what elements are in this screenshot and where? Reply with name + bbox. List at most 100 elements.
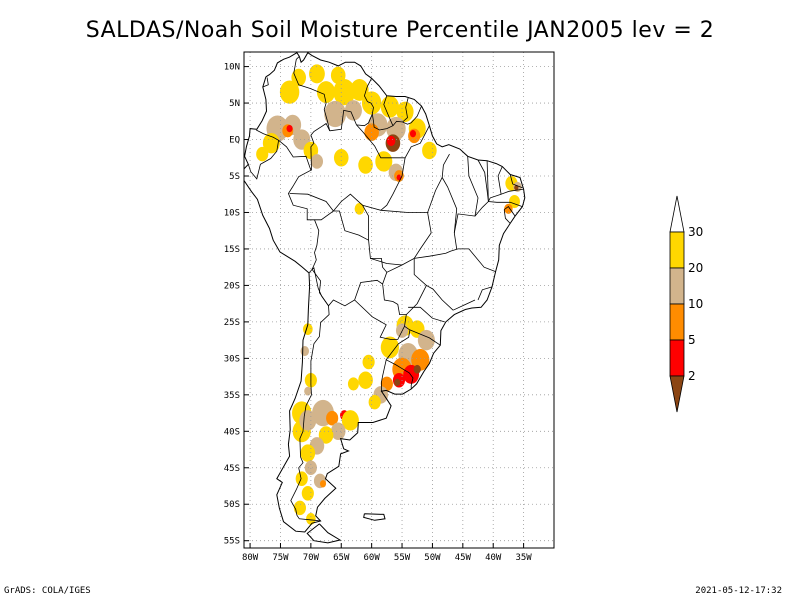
- percentile-patch: [319, 480, 327, 488]
- y-tick-label: 40S: [224, 427, 240, 437]
- percentile-patch: [350, 78, 369, 101]
- border-line: [247, 129, 280, 180]
- percentile-patch: [396, 101, 414, 123]
- border-line: [278, 139, 320, 274]
- y-tick-label: 5N: [229, 99, 240, 109]
- percentile-patch: [358, 371, 373, 389]
- border-line: [509, 174, 523, 189]
- border-line: [289, 193, 334, 212]
- legend-label: 2: [688, 369, 696, 383]
- border-line: [486, 160, 489, 202]
- x-tick-label: 45W: [455, 553, 472, 563]
- legend-swatch: [669, 267, 685, 305]
- lat-lon-grid: [244, 52, 554, 548]
- percentile-patch: [361, 91, 382, 115]
- x-tick-label: 70W: [303, 553, 320, 563]
- x-tick-label: 35W: [515, 553, 532, 563]
- color-legend: 30 20 10 5 2: [669, 195, 703, 413]
- x-tick-label: 65W: [333, 553, 350, 563]
- percentile-patch: [504, 203, 513, 214]
- percentile-patch: [368, 394, 381, 410]
- x-tick-label: 80W: [242, 553, 259, 563]
- border-line: [453, 156, 479, 249]
- x-tick-label: 55W: [394, 553, 411, 563]
- x-tick-label: 50W: [424, 553, 441, 563]
- y-tick-label: 25S: [224, 318, 240, 328]
- border-line: [293, 56, 331, 131]
- percentile-patch: [341, 410, 359, 431]
- falkland-islands: [363, 513, 386, 521]
- percentile-patch: [300, 345, 310, 357]
- percentile-patch: [279, 80, 300, 104]
- percentile-patch: [396, 174, 402, 181]
- border-line: [477, 286, 493, 301]
- border-line: [385, 325, 414, 389]
- y-tick-label: 5S: [229, 172, 240, 182]
- border-line: [371, 95, 394, 131]
- y-tick-label: 10N: [224, 63, 240, 73]
- legend-swatch: [669, 303, 685, 341]
- legend-label: 10: [688, 297, 703, 311]
- footer-credit: GrADS: COLA/IGES: [4, 586, 91, 596]
- legend-label: 20: [688, 261, 703, 275]
- percentile-patch: [394, 378, 401, 387]
- tierra-del-fuego: [306, 523, 342, 544]
- percentile-patch: [293, 500, 306, 516]
- y-tick-label: 45S: [224, 464, 240, 474]
- percentile-patch: [422, 141, 437, 160]
- percentile-patch: [358, 156, 373, 174]
- border-line: [413, 258, 427, 286]
- legend-above-arrow: [669, 195, 685, 233]
- percentile-patch: [333, 78, 356, 106]
- percentile-patch: [413, 364, 421, 374]
- border-line: [406, 284, 454, 315]
- percentile-patch: [386, 116, 406, 141]
- border-line: [392, 97, 409, 126]
- percentile-patch: [375, 151, 393, 172]
- border-line: [333, 193, 363, 212]
- y-tick-label: EQ: [229, 136, 240, 146]
- border-line: [402, 105, 422, 125]
- border-line: [427, 176, 458, 233]
- percentile-patch: [301, 486, 314, 501]
- percentile-patch: [411, 348, 430, 371]
- percentile-patch: [409, 130, 417, 138]
- border-line: [452, 299, 476, 311]
- country-outlines: [244, 52, 526, 544]
- border-line: [503, 206, 516, 217]
- legend-label: 5: [688, 333, 696, 347]
- y-tick-label: 20S: [224, 281, 240, 291]
- coastline: [244, 52, 526, 533]
- percentile-patch: [318, 426, 334, 444]
- percentile-patch: [362, 354, 375, 370]
- y-tick-label: 35S: [224, 391, 240, 401]
- percentile-patch: [386, 135, 396, 147]
- percentile-patch: [295, 471, 308, 486]
- border-line: [311, 210, 388, 307]
- percentile-patch: [310, 154, 324, 169]
- percentile-patch: [326, 410, 339, 426]
- border-line: [474, 159, 489, 217]
- border-line: [310, 122, 331, 171]
- map-frame: [243, 51, 555, 549]
- y-tick-label: 55S: [224, 537, 240, 547]
- percentile-patch: [347, 377, 359, 391]
- border-line: [362, 205, 370, 241]
- x-tick-label: 40W: [485, 553, 502, 563]
- border-line: [362, 157, 406, 211]
- percentile-patch: [316, 81, 336, 104]
- legend-below-arrow: [669, 375, 685, 413]
- y-tick-label: 30S: [224, 354, 240, 364]
- border-line: [370, 258, 403, 266]
- border-line: [329, 78, 374, 132]
- border-line: [380, 209, 428, 213]
- border-line: [408, 306, 445, 323]
- legend-swatch: [669, 339, 685, 377]
- percentile-patch: [304, 460, 317, 476]
- percentile-patch: [291, 68, 306, 87]
- border-line: [386, 248, 496, 273]
- x-tick-label: 60W: [364, 553, 381, 563]
- percentile-patch: [344, 100, 362, 121]
- border-line: [503, 209, 511, 224]
